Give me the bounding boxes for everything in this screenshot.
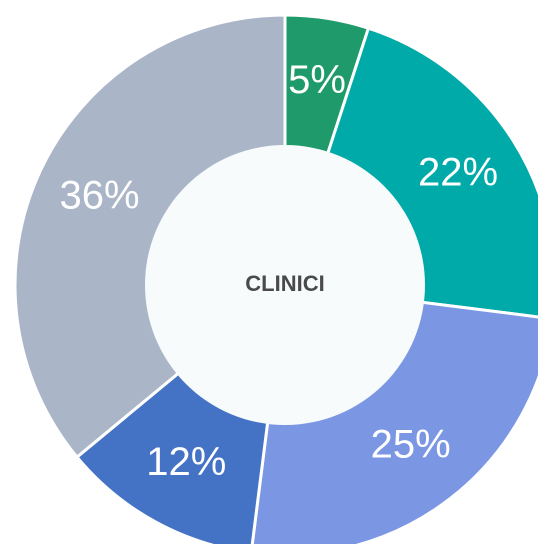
- value-label: 12%: [146, 440, 226, 484]
- value-label: 36%: [59, 173, 139, 217]
- value-label: 25%: [371, 423, 451, 467]
- slice: [13, 13, 287, 460]
- donut-hole: [145, 145, 425, 425]
- center-label: CLINICI: [245, 271, 324, 296]
- value-label: 22%: [418, 151, 498, 195]
- value-label: 5%: [288, 58, 346, 102]
